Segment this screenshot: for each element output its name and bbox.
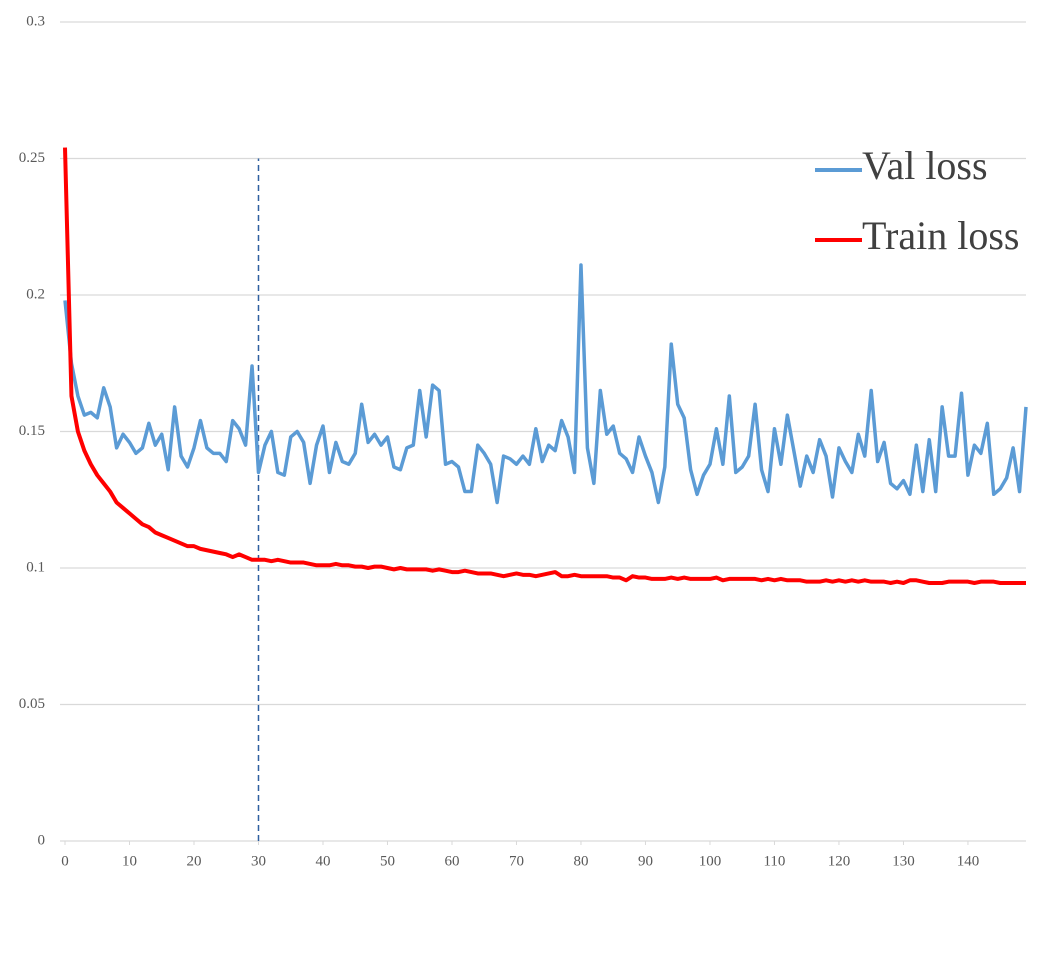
y-tick-label: 0.3 (26, 13, 45, 29)
y-tick-label: 0.15 (19, 423, 45, 439)
x-tick-label: 60 (444, 853, 459, 869)
x-tick-label: 20 (186, 853, 201, 869)
x-tick-label: 100 (699, 853, 722, 869)
x-tick-label: 140 (957, 853, 980, 869)
x-tick-label: 130 (892, 853, 915, 869)
x-tick-label: 10 (122, 853, 137, 869)
x-tick-label: 70 (509, 853, 524, 869)
x-tick-label: 40 (315, 853, 330, 869)
y-tick-label: 0 (38, 832, 46, 848)
x-tick-label: 50 (380, 853, 395, 869)
x-tick-label: 0 (61, 853, 69, 869)
x-tick-label: 90 (638, 853, 653, 869)
legend-label: Val loss (862, 143, 988, 188)
x-tick-label: 110 (763, 853, 785, 869)
series-line (63, 263, 1028, 505)
legend: Val loss Train loss (815, 143, 1019, 258)
y-tick-label: 0.2 (26, 286, 45, 302)
x-tick-label: 30 (251, 853, 266, 869)
series-line (63, 147, 1026, 586)
y-tick-label: 0.05 (19, 696, 45, 712)
x-tick-label: 80 (573, 853, 588, 869)
y-tick-label: 0.25 (19, 150, 45, 166)
legend-label: Train loss (862, 213, 1019, 258)
y-tick-label: 0.1 (26, 559, 45, 575)
x-tick-label: 120 (828, 853, 851, 869)
